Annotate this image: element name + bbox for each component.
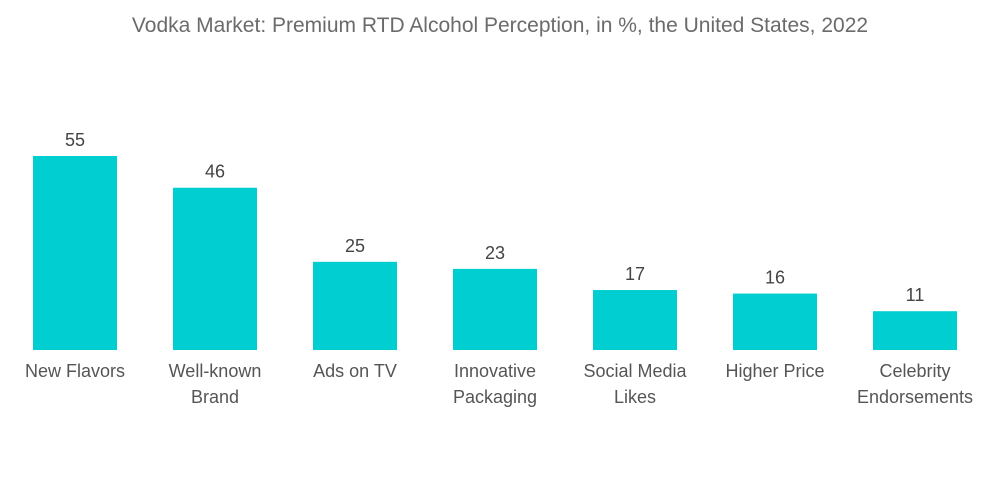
chart-title: Vodka Market: Premium RTD Alcohol Percep… bbox=[131, 14, 869, 37]
data-label: 17 bbox=[625, 264, 645, 284]
bar bbox=[733, 293, 817, 350]
category-label: Ads on TV bbox=[313, 361, 397, 381]
data-label: 23 bbox=[485, 243, 505, 263]
category-label: Innovative bbox=[454, 361, 536, 381]
category-label: Brand bbox=[191, 387, 239, 407]
bar bbox=[873, 311, 957, 350]
category-label: Social Media bbox=[583, 361, 687, 381]
bar bbox=[33, 156, 117, 350]
bar bbox=[453, 268, 537, 350]
bar bbox=[313, 261, 397, 350]
category-label: Likes bbox=[614, 387, 656, 407]
category-label: Higher Price bbox=[725, 361, 824, 381]
data-label: 16 bbox=[765, 268, 785, 288]
category-label: Packaging bbox=[453, 387, 537, 407]
bar bbox=[173, 187, 257, 350]
category-label: New Flavors bbox=[25, 361, 125, 381]
data-label: 25 bbox=[345, 236, 365, 256]
data-label: 55 bbox=[65, 130, 85, 150]
category-label: Well-known bbox=[169, 361, 262, 381]
bar bbox=[593, 290, 677, 350]
category-label: Celebrity bbox=[879, 361, 950, 381]
category-label: Endorsements bbox=[857, 387, 973, 407]
data-label: 46 bbox=[205, 162, 225, 182]
data-label: 11 bbox=[906, 285, 925, 305]
